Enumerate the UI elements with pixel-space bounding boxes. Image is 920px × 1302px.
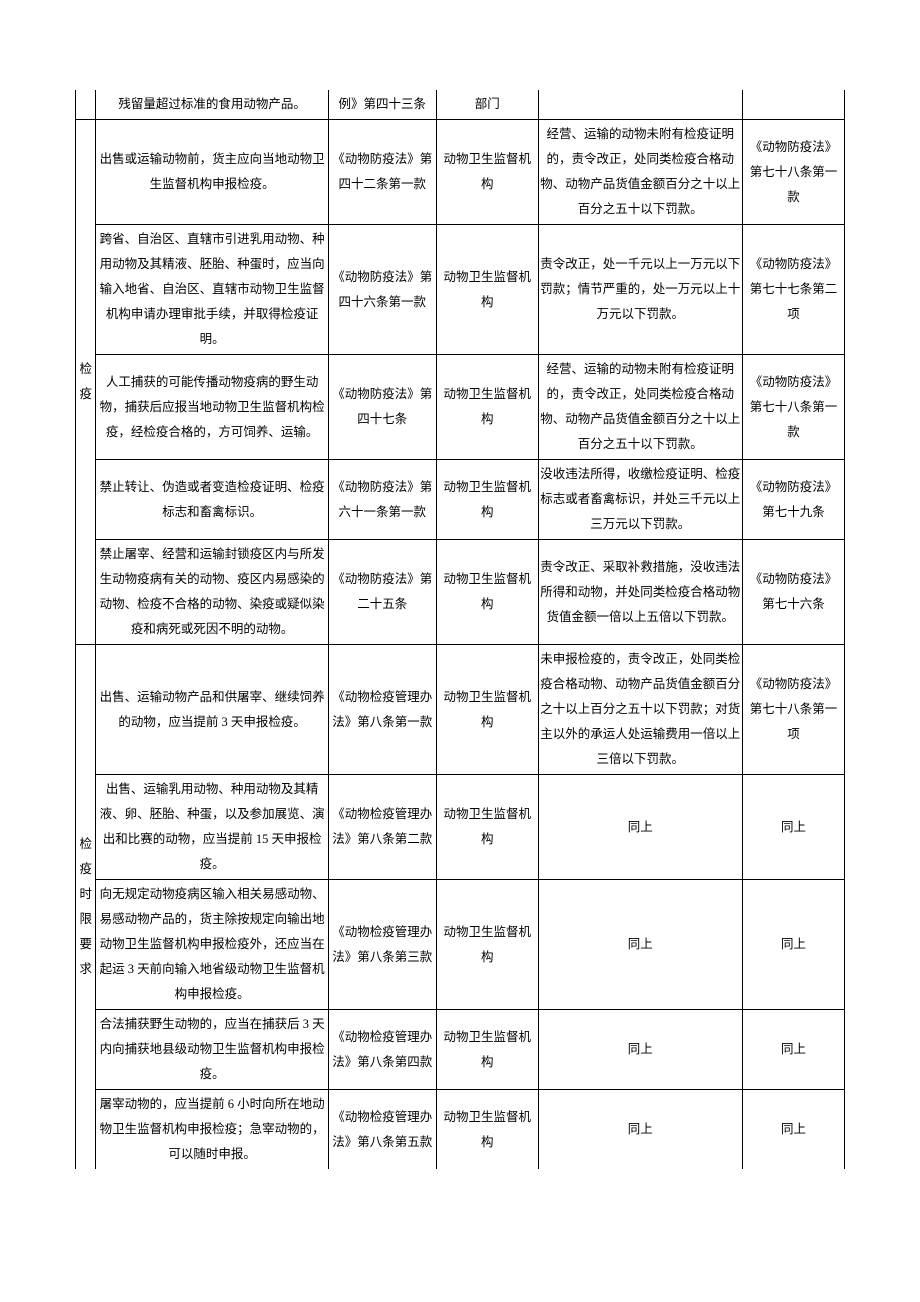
cell-penalty: 同上 (538, 775, 742, 880)
cell-category (76, 90, 96, 120)
table-row: 检疫时限要求 出售、运输动物产品和供屠宰、继续饲养的动物，应当提前 3 天申报检… (76, 645, 845, 775)
cell-department: 动物卫生监督机构 (436, 1010, 538, 1090)
table-row: 禁止转让、伪造或者变造检疫证明、检疫标志和畜禽标识。 《动物防疫法》第六十一条第… (76, 460, 845, 540)
cell-basis: 《动物防疫法》第六十一条第一款 (328, 460, 436, 540)
cell-department: 动物卫生监督机构 (436, 460, 538, 540)
cell-basis: 《动物检疫管理办法》第八条第三款 (328, 880, 436, 1010)
cell-department: 动物卫生监督机构 (436, 1090, 538, 1170)
table-row: 出售、运输乳用动物、种用动物及其精液、卵、胚胎、种蛋，以及参加展览、演出和比赛的… (76, 775, 845, 880)
cell-basis: 《动物检疫管理办法》第八条第一款 (328, 645, 436, 775)
cell-description: 出售、运输乳用动物、种用动物及其精液、卵、胚胎、种蛋，以及参加展览、演出和比赛的… (96, 775, 329, 880)
cell-department: 动物卫生监督机构 (436, 355, 538, 460)
cell-penalty: 同上 (538, 1010, 742, 1090)
cell-penalty-ref: 《动物防疫法》第七十八条第一项 (742, 645, 844, 775)
cell-basis: 《动物防疫法》第四十二条第一款 (328, 120, 436, 225)
regulation-table: 残留量超过标准的食用动物产品。 例》第四十三条 部门 检疫 出售或运输动物前，货… (75, 90, 845, 1169)
cell-penalty-ref: 《动物防疫法》第七十六条 (742, 540, 844, 645)
table-row: 合法捕获野生动物的，应当在捕获后 3 天内向捕获地县级动物卫生监督机构申报检疫。… (76, 1010, 845, 1090)
cell-basis: 《动物防疫法》第二十五条 (328, 540, 436, 645)
cell-penalty-ref: 《动物防疫法》第七十八条第一款 (742, 355, 844, 460)
table-row: 检疫 出售或运输动物前，货主应向当地动物卫生监督机构申报检疫。 《动物防疫法》第… (76, 120, 845, 225)
cell-penalty-ref: 《动物防疫法》第七十九条 (742, 460, 844, 540)
cell-basis: 《动物防疫法》第四十六条第一款 (328, 225, 436, 355)
cell-description: 禁止转让、伪造或者变造检疫证明、检疫标志和畜禽标识。 (96, 460, 329, 540)
cell-description: 禁止屠宰、经营和运输封锁疫区内与所发生动物疫病有关的动物、疫区内易感染的动物、检… (96, 540, 329, 645)
cell-description: 跨省、自治区、直辖市引进乳用动物、种用动物及其精液、胚胎、种蛋时，应当向输入地省… (96, 225, 329, 355)
cell-penalty: 同上 (538, 880, 742, 1010)
cell-penalty-ref: 《动物防疫法》第七十八条第一款 (742, 120, 844, 225)
cell-penalty-ref: 《动物防疫法》第七十七条第二项 (742, 225, 844, 355)
table-row: 残留量超过标准的食用动物产品。 例》第四十三条 部门 (76, 90, 845, 120)
cell-department: 动物卫生监督机构 (436, 775, 538, 880)
cell-description: 人工捕获的可能传播动物疫病的野生动物，捕获后应报当地动物卫生监督机构检疫，经检疫… (96, 355, 329, 460)
cell-penalty-ref: 同上 (742, 775, 844, 880)
cell-department: 动物卫生监督机构 (436, 225, 538, 355)
cell-description: 出售或运输动物前，货主应向当地动物卫生监督机构申报检疫。 (96, 120, 329, 225)
cell-penalty: 未申报检疫的，责令改正，处同类检疫合格动物、动物产品货值金额百分之十以上百分之五… (538, 645, 742, 775)
cell-basis: 《动物检疫管理办法》第八条第四款 (328, 1010, 436, 1090)
cell-penalty: 没收违法所得，收缴检疫证明、检疫标志或者畜禽标识，并处三千元以上三万元以下罚款。 (538, 460, 742, 540)
category-label: 检疫 (79, 362, 92, 401)
cell-penalty (538, 90, 742, 120)
cell-description: 残留量超过标准的食用动物产品。 (96, 90, 329, 120)
cell-department: 动物卫生监督机构 (436, 540, 538, 645)
cell-penalty: 经营、运输的动物未附有检疫证明的，责令改正，处同类检疫合格动物、动物产品货值金额… (538, 120, 742, 225)
cell-department: 动物卫生监督机构 (436, 880, 538, 1010)
cell-basis: 《动物防疫法》第四十七条 (328, 355, 436, 460)
cell-description: 向无规定动物疫病区输入相关易感动物、易感动物产品的，货主除按规定向输出地动物卫生… (96, 880, 329, 1010)
table-row: 跨省、自治区、直辖市引进乳用动物、种用动物及其精液、胚胎、种蛋时，应当向输入地省… (76, 225, 845, 355)
cell-penalty: 同上 (538, 1090, 742, 1170)
table-row: 屠宰动物的，应当提前 6 小时向所在地动物卫生监督机构申报检疫；急宰动物的，可以… (76, 1090, 845, 1170)
cell-description: 出售、运输动物产品和供屠宰、继续饲养的动物，应当提前 3 天申报检疫。 (96, 645, 329, 775)
table-row: 人工捕获的可能传播动物疫病的野生动物，捕获后应报当地动物卫生监督机构检疫，经检疫… (76, 355, 845, 460)
table-row: 向无规定动物疫病区输入相关易感动物、易感动物产品的，货主除按规定向输出地动物卫生… (76, 880, 845, 1010)
cell-department: 部门 (436, 90, 538, 120)
cell-penalty-ref: 同上 (742, 880, 844, 1010)
category-label: 检疫时限要求 (79, 837, 92, 976)
cell-department: 动物卫生监督机构 (436, 120, 538, 225)
cell-penalty: 责令改正，处一千元以上一万元以下罚款；情节严重的，处一万元以上十万元以下罚款。 (538, 225, 742, 355)
cell-category: 检疫 (76, 120, 96, 645)
cell-category: 检疫时限要求 (76, 645, 96, 1170)
table-row: 禁止屠宰、经营和运输封锁疫区内与所发生动物疫病有关的动物、疫区内易感染的动物、检… (76, 540, 845, 645)
cell-penalty: 经营、运输的动物未附有检疫证明的，责令改正，处同类检疫合格动物、动物产品货值金额… (538, 355, 742, 460)
cell-penalty-ref (742, 90, 844, 120)
cell-basis: 《动物检疫管理办法》第八条第五款 (328, 1090, 436, 1170)
cell-department: 动物卫生监督机构 (436, 645, 538, 775)
cell-basis: 例》第四十三条 (328, 90, 436, 120)
cell-description: 合法捕获野生动物的，应当在捕获后 3 天内向捕获地县级动物卫生监督机构申报检疫。 (96, 1010, 329, 1090)
cell-penalty-ref: 同上 (742, 1010, 844, 1090)
cell-penalty: 责令改正、采取补救措施，没收违法所得和动物，并处同类检疫合格动物货值金额一倍以上… (538, 540, 742, 645)
cell-description: 屠宰动物的，应当提前 6 小时向所在地动物卫生监督机构申报检疫；急宰动物的，可以… (96, 1090, 329, 1170)
cell-penalty-ref: 同上 (742, 1090, 844, 1170)
cell-basis: 《动物检疫管理办法》第八条第二款 (328, 775, 436, 880)
